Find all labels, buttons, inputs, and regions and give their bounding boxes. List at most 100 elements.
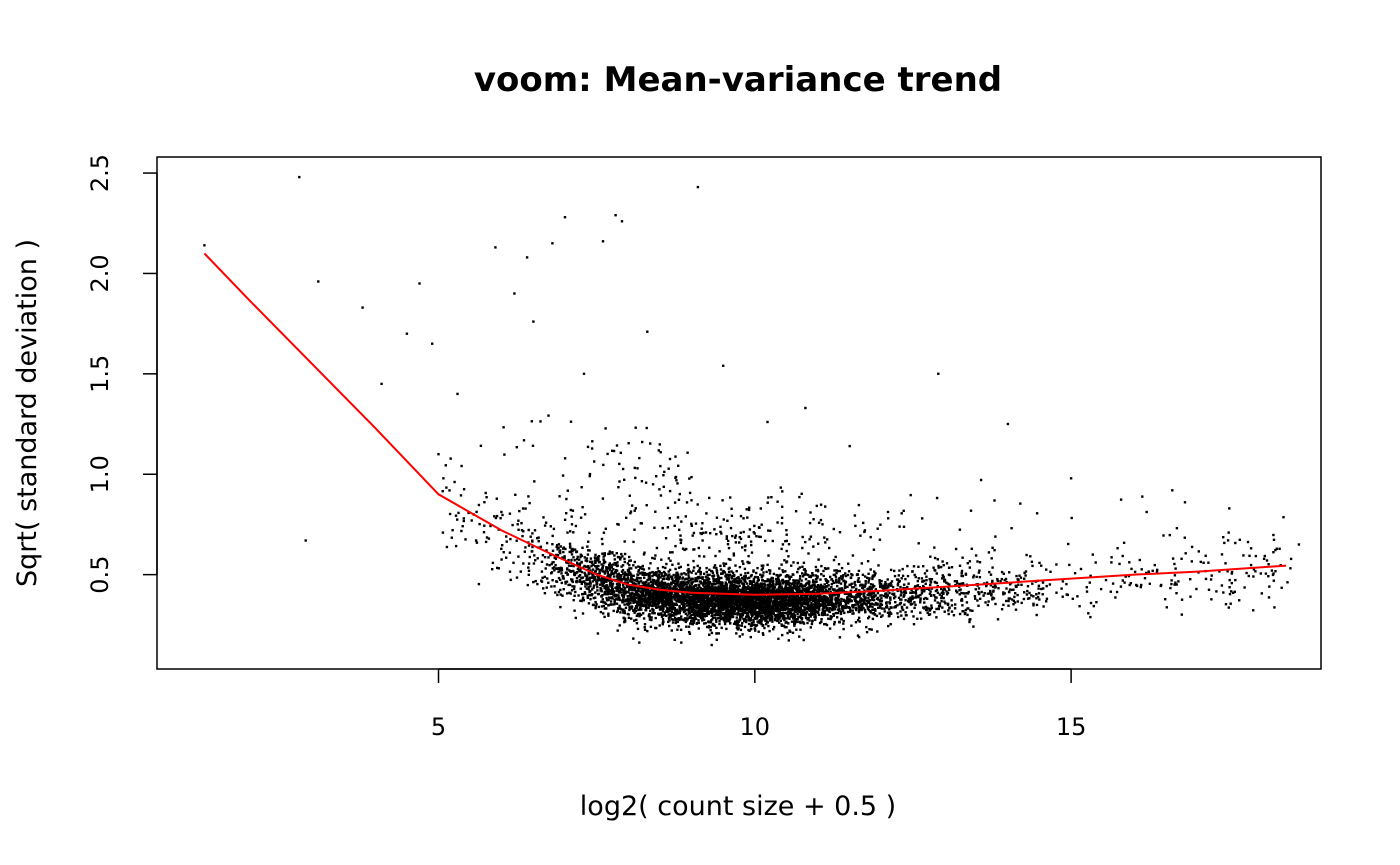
data-point: [816, 587, 819, 591]
data-point: [889, 568, 893, 572]
data-point: [930, 587, 934, 590]
data-point: [796, 612, 799, 615]
data-point: [742, 517, 745, 520]
data-point: [780, 547, 783, 551]
data-point: [697, 583, 700, 586]
data-point: [573, 594, 576, 597]
data-point: [920, 592, 924, 595]
data-point: [649, 604, 652, 607]
data-point: [752, 579, 755, 583]
data-point: [654, 554, 657, 557]
data-point: [829, 575, 832, 579]
data-point: [1004, 577, 1008, 581]
data-point: [782, 597, 786, 600]
data-point: [791, 631, 795, 634]
data-point: [874, 609, 877, 612]
data-point: [1025, 593, 1029, 596]
data-point: [816, 568, 820, 572]
data-point: [788, 594, 792, 597]
data-point: [782, 580, 785, 584]
data-point: [624, 592, 627, 595]
data-point: [851, 609, 854, 612]
data-point: [738, 578, 741, 581]
data-point: [632, 601, 635, 604]
data-point: [785, 549, 788, 553]
data-point: [441, 531, 445, 534]
data-point: [991, 546, 994, 549]
data-point: [893, 569, 896, 573]
data-point: [899, 594, 902, 597]
data-point: [777, 600, 780, 603]
data-point: [776, 521, 779, 524]
data-point: [598, 578, 602, 581]
data-point: [1286, 581, 1289, 584]
data-point: [914, 603, 917, 607]
data-point: [639, 577, 642, 580]
data-point: [922, 565, 925, 568]
data-point: [639, 580, 643, 583]
data-point: [695, 593, 699, 596]
data-point: [961, 582, 965, 585]
data-point: [1264, 572, 1268, 575]
data-point: [946, 582, 950, 585]
data-point: [974, 588, 977, 591]
data-point: [747, 508, 751, 512]
data-point: [567, 558, 570, 562]
data-point: [636, 612, 640, 616]
data-point: [1175, 527, 1179, 530]
data-point: [870, 628, 873, 631]
data-point: [657, 603, 660, 606]
data-point: [709, 621, 713, 624]
data-point: [723, 620, 726, 623]
data-point: [588, 531, 591, 534]
data-point: [622, 585, 625, 589]
data-point: [606, 452, 609, 456]
data-point: [1282, 516, 1285, 519]
data-point: [592, 563, 595, 566]
data-point: [1116, 547, 1119, 550]
data-point: [556, 593, 559, 597]
data-point: [710, 569, 713, 573]
data-point: [658, 570, 661, 574]
data-point: [635, 622, 639, 625]
data-point: [759, 594, 763, 598]
data-point: [904, 577, 907, 581]
data-point: [715, 590, 718, 593]
data-point: [859, 604, 862, 607]
data-point: [448, 512, 452, 516]
data-point: [610, 566, 614, 569]
data-point: [602, 555, 605, 558]
data-point: [866, 560, 870, 563]
data-point: [712, 580, 715, 583]
data-point: [655, 606, 658, 609]
data-point: [1042, 587, 1045, 590]
data-point: [699, 582, 703, 585]
data-point: [590, 564, 593, 568]
data-point: [588, 472, 592, 476]
data-point: [643, 626, 646, 629]
data-point: [761, 598, 765, 601]
data-point: [703, 622, 706, 625]
data-point: [659, 608, 662, 611]
data-point: [674, 576, 677, 579]
data-point: [716, 571, 719, 575]
data-point: [1049, 570, 1052, 573]
data-point: [900, 591, 903, 594]
data-point: [630, 577, 633, 580]
data-point: [641, 567, 644, 570]
data-point: [777, 591, 780, 594]
data-point: [788, 604, 791, 608]
data-point: [544, 567, 547, 570]
data-point: [1249, 547, 1253, 550]
data-point: [627, 613, 630, 616]
data-point: [834, 605, 838, 608]
data-point: [1045, 600, 1048, 603]
data-point: [653, 557, 656, 560]
data-point: [684, 581, 687, 584]
data-point: [974, 554, 978, 557]
data-point: [1207, 588, 1211, 591]
data-point: [885, 601, 888, 604]
data-point: [682, 600, 685, 604]
data-point: [927, 607, 931, 610]
data-point: [871, 598, 874, 602]
